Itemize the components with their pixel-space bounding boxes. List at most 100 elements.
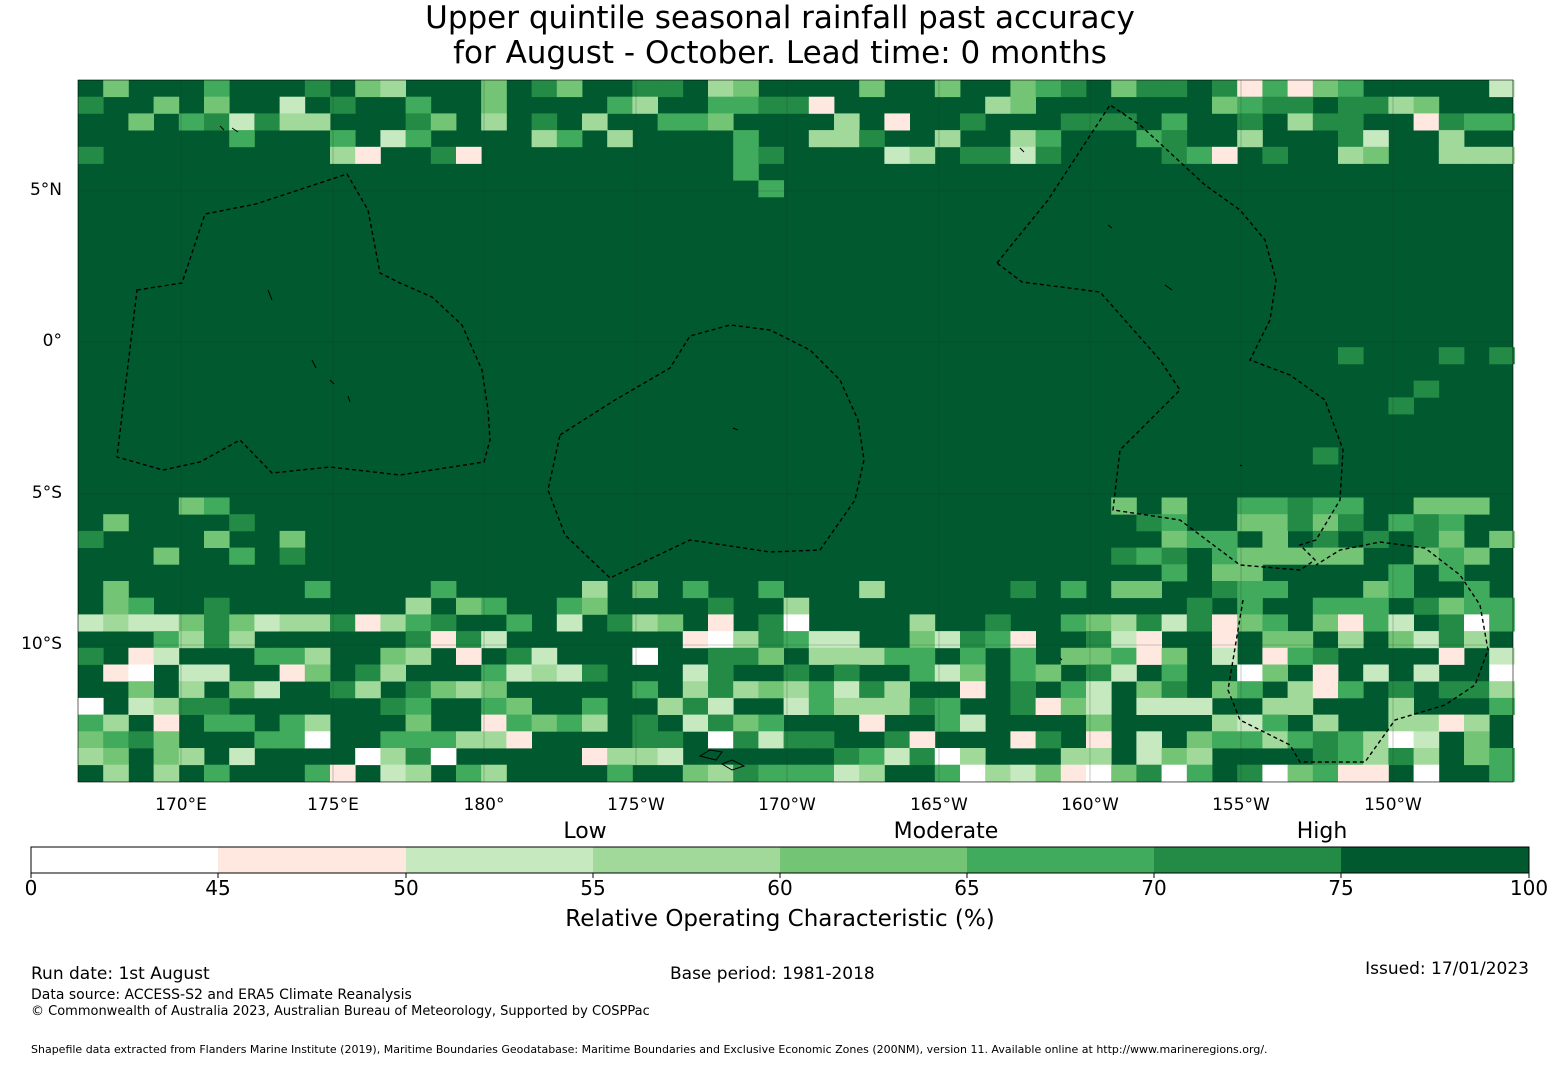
map-cell [657,697,684,715]
map-cell [934,697,961,715]
map-cell [1489,748,1515,766]
map-cell [1161,664,1188,682]
map-cell [1086,647,1112,665]
map-cell [1438,647,1465,665]
map-cell [733,714,759,732]
map-cell [808,631,835,649]
map-cell [733,163,759,181]
map-cell [733,80,759,98]
map-cell [859,764,885,782]
map-cell [1161,80,1188,98]
map-cell [1413,631,1440,649]
map-cell [708,764,734,782]
map-cell [1086,664,1112,682]
map-cell [783,681,810,699]
map-cell [229,681,255,699]
map-cell [909,697,936,715]
map-cell [229,547,255,565]
map-cell [607,96,633,114]
map-cell [153,748,180,766]
map-cell [1489,614,1515,632]
map-cell [1035,146,1062,164]
map-cell [1136,647,1162,665]
map-cell [1212,647,1238,665]
map-cell [178,664,205,682]
map-cell [985,146,1011,164]
colorbar-tick: 100 [1509,876,1549,900]
shapefile-credit: Shapefile data extracted from Flanders M… [31,1043,1268,1056]
map-cell [1312,497,1339,515]
map-cell [1388,681,1414,699]
map-cell [1338,497,1364,515]
map-cell [1237,514,1263,532]
map-cell [1262,731,1288,749]
map-cell [1262,96,1288,114]
map-cell [1237,581,1263,599]
map-cell [1363,581,1389,599]
map-cell [1111,113,1137,131]
map-cell [960,748,986,766]
map-cell [1287,647,1314,665]
map-cell [330,96,356,114]
map-cell [279,614,306,632]
map-cell [1136,681,1162,699]
map-cell [456,597,482,615]
map-cell [682,113,709,131]
map-cell [254,731,280,749]
map-cell [1060,748,1087,766]
map-cell [808,681,835,699]
map-cell [909,146,936,164]
map-cell [1161,614,1188,632]
map-cell [758,764,784,782]
map-cell [1186,697,1213,715]
map-cell [783,764,810,782]
map-cell [1262,497,1288,515]
map-cell [1489,113,1515,131]
map-cell [1237,597,1263,615]
map-cell [279,113,306,131]
map-cell [204,764,230,782]
map-cell [1464,714,1490,732]
map-cell [808,96,835,114]
map-cell [1060,647,1087,665]
map-cell [1489,146,1515,164]
map-cell [279,714,306,732]
map-cell [909,748,936,766]
map-cell [1438,714,1465,732]
map-cell [279,547,306,565]
map-cell [1212,614,1238,632]
map-cell [1086,113,1112,131]
map-cell [1363,130,1389,148]
map-cell [884,697,910,715]
map-cell [1363,614,1389,632]
map-cell [1136,697,1162,715]
longitude-label: 150°W [1364,795,1422,815]
map-cell [1035,697,1062,715]
map-cell [78,96,104,114]
map-cell [1338,748,1364,766]
map-cell [1438,497,1465,515]
map-cell [1312,714,1339,732]
map-cell [430,581,457,599]
map-cell [531,647,558,665]
map-cell [78,146,104,164]
map-cell [1312,681,1339,699]
map-cell [103,731,129,749]
map-cell [1438,130,1465,148]
map-cell [254,647,280,665]
map-cell [632,614,658,632]
map-cell [456,681,482,699]
map-cell [1438,530,1465,548]
map-cell [834,748,860,766]
map-cell [1388,697,1414,715]
map-cell [808,130,835,148]
map-cell [1338,514,1364,532]
map-cell [1464,581,1490,599]
map-cell [1388,714,1414,732]
map-cell [834,697,860,715]
map-cell [1388,564,1414,582]
map-cell [1212,547,1238,565]
map-cell [531,714,558,732]
map-cell [405,113,432,131]
map-cell [481,731,507,749]
